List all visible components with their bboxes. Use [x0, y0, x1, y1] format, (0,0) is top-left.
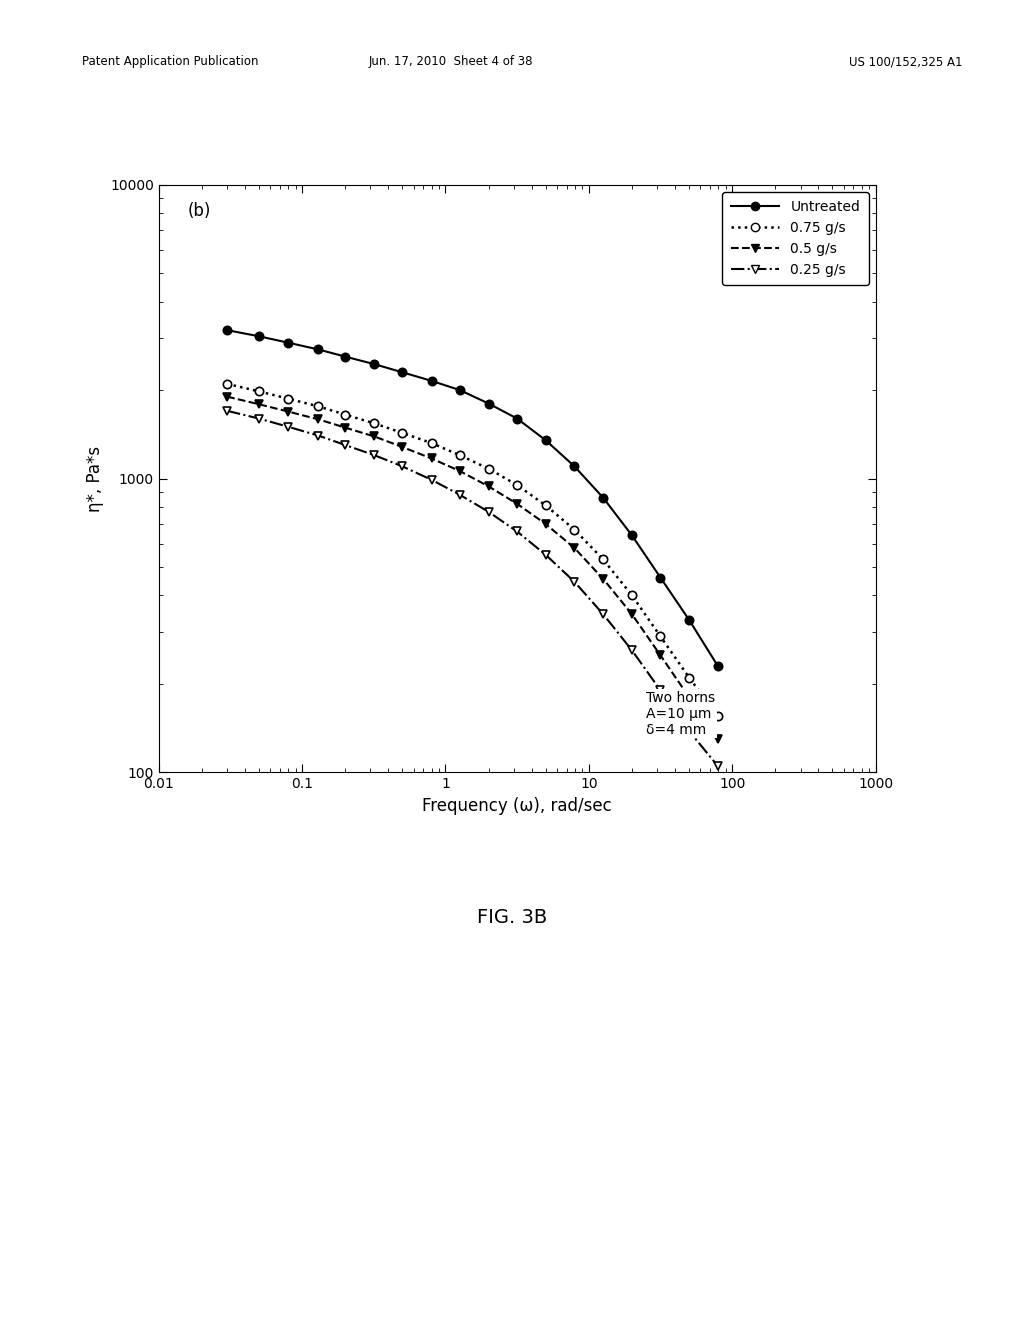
Legend: Untreated, 0.75 g/s, 0.5 g/s, 0.25 g/s: Untreated, 0.75 g/s, 0.5 g/s, 0.25 g/s — [722, 191, 868, 285]
X-axis label: Frequency (ω), rad/sec: Frequency (ω), rad/sec — [422, 796, 612, 814]
Text: (b): (b) — [187, 202, 211, 220]
Text: Patent Application Publication: Patent Application Publication — [82, 55, 258, 69]
Text: Two horns
A=10 μm
δ=4 mm: Two horns A=10 μm δ=4 mm — [646, 690, 716, 737]
Text: Jun. 17, 2010  Sheet 4 of 38: Jun. 17, 2010 Sheet 4 of 38 — [369, 55, 532, 69]
Y-axis label: η*, Pa*s: η*, Pa*s — [86, 445, 104, 512]
Text: FIG. 3B: FIG. 3B — [477, 908, 547, 927]
Text: US 100/152,325 A1: US 100/152,325 A1 — [849, 55, 963, 69]
